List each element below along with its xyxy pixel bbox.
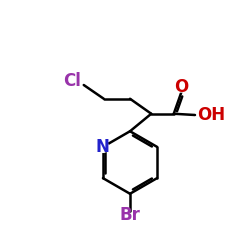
- Text: Br: Br: [120, 206, 141, 224]
- Text: N: N: [96, 138, 110, 156]
- Circle shape: [176, 82, 186, 92]
- Text: OH: OH: [197, 106, 225, 124]
- Text: O: O: [174, 78, 188, 96]
- Text: Cl: Cl: [64, 72, 81, 90]
- Circle shape: [98, 142, 108, 152]
